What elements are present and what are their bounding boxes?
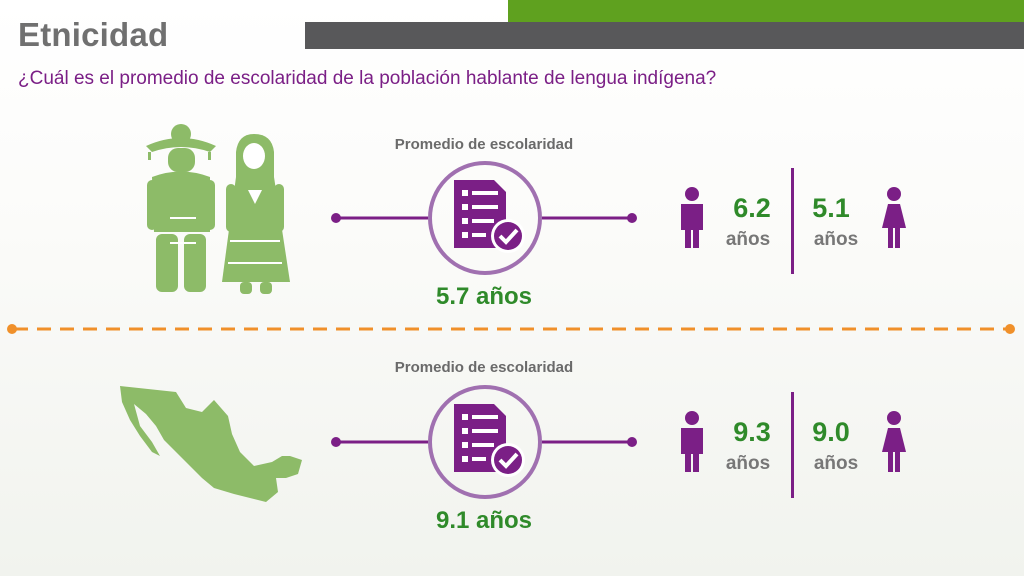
- average-value-top: 5.7 años: [435, 283, 533, 310]
- female-average-bottom: 9.0: [812, 417, 850, 447]
- average-connector-top: [328, 160, 640, 280]
- average-connector-bottom: [328, 384, 640, 504]
- checklist-icon: [450, 176, 530, 256]
- section-label-top: Promedio de escolaridad: [394, 136, 574, 153]
- section-divider: [6, 322, 1018, 336]
- female-person-icon: [880, 410, 908, 474]
- average-value-bottom: 9.1 años: [435, 507, 533, 534]
- male-person-icon: [678, 186, 706, 250]
- male-unit-bottom: años: [725, 453, 771, 474]
- header-band: [305, 22, 1024, 49]
- female-person-icon: [880, 186, 908, 250]
- male-unit-top: años: [725, 229, 771, 250]
- female-average-top: 5.1: [812, 193, 850, 223]
- gender-divider-bottom: [791, 392, 794, 498]
- indigenous-couple-icon: [140, 122, 300, 302]
- page-title: Etnicidad: [18, 16, 169, 53]
- section-label-bottom: Promedio de escolaridad: [394, 359, 574, 376]
- gender-divider-top: [791, 168, 794, 274]
- header-accent-bar: [508, 0, 1024, 22]
- male-person-icon: [678, 410, 706, 474]
- checklist-icon: [450, 400, 530, 480]
- mexico-map-icon: [116, 382, 306, 512]
- female-unit-top: años: [813, 229, 859, 250]
- male-average-bottom: 9.3: [733, 417, 771, 447]
- male-average-top: 6.2: [733, 193, 771, 223]
- female-unit-bottom: años: [813, 453, 859, 474]
- page-subtitle: ¿Cuál es el promedio de escolaridad de l…: [18, 68, 717, 89]
